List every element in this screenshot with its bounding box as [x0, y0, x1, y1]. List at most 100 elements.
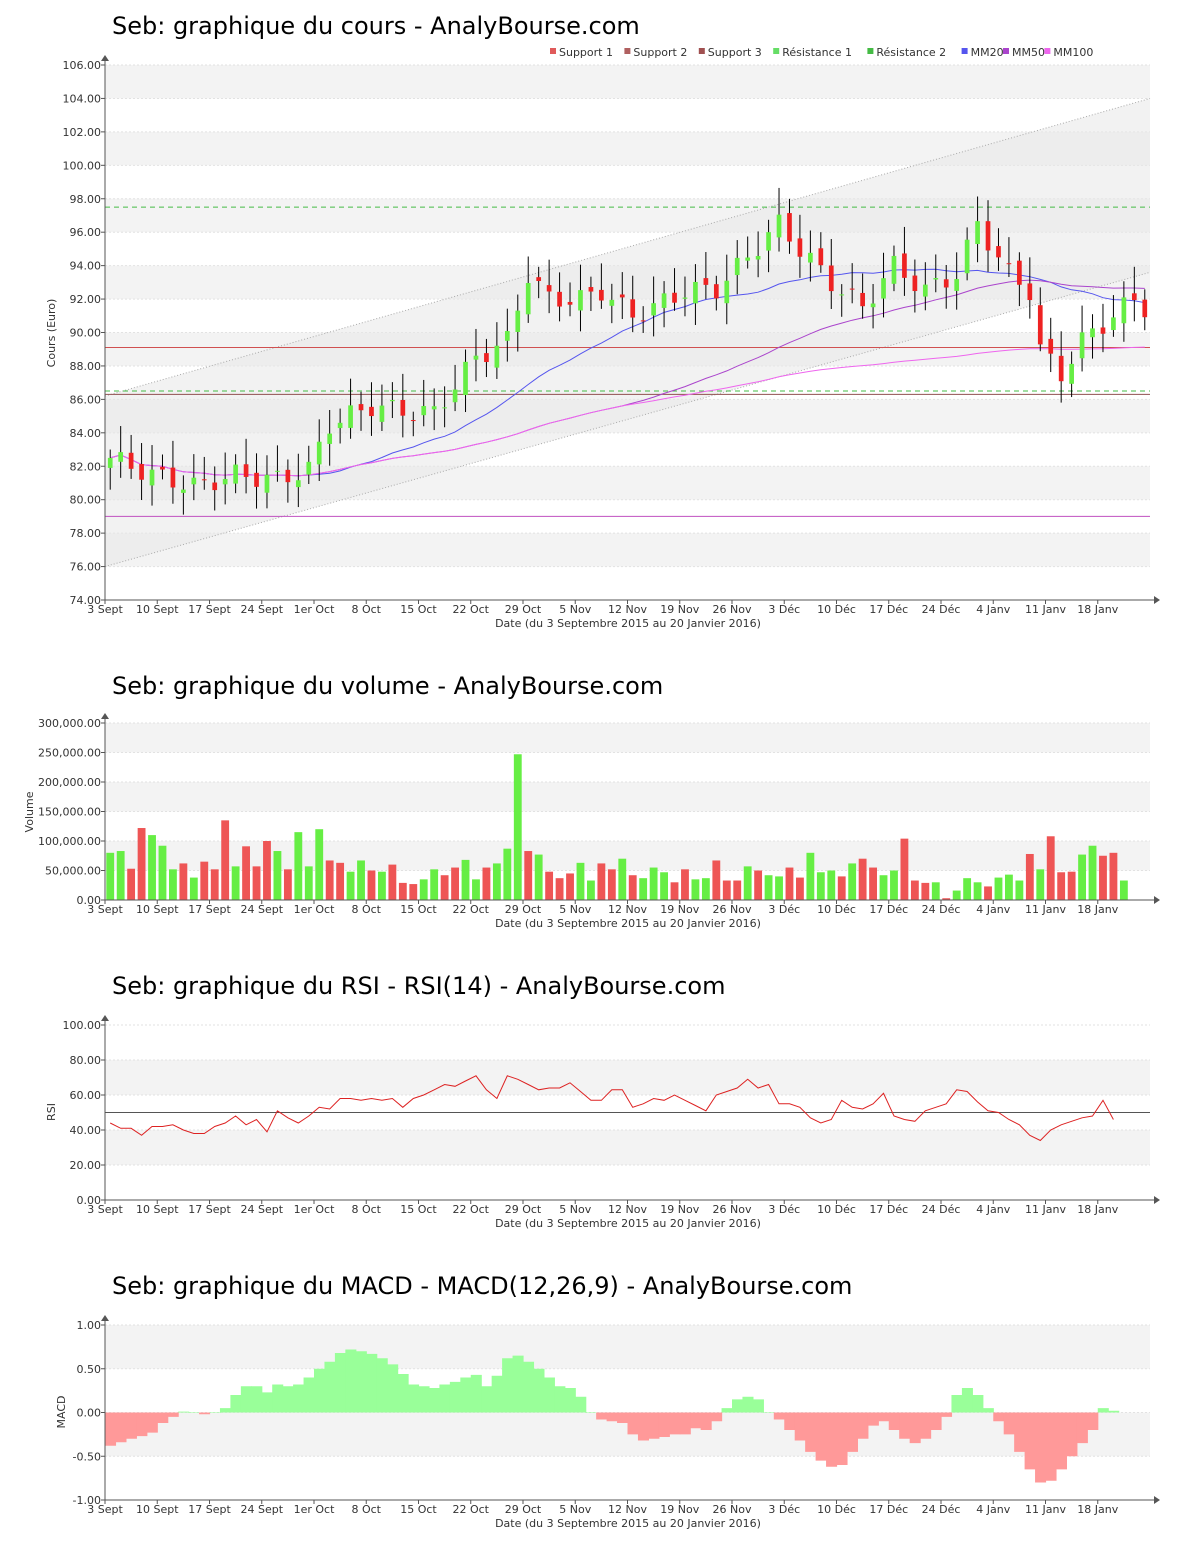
candle-body: [191, 477, 197, 485]
price-chart-ylabel: Cours (Euro): [45, 299, 58, 368]
macd-area-segment: [397, 1374, 409, 1413]
macd-area-segment: [909, 1412, 921, 1444]
volume-bar: [796, 877, 804, 900]
volume-bar: [597, 863, 606, 900]
volume-bar: [210, 869, 219, 900]
macd-area-segment: [1003, 1412, 1015, 1435]
macd-area-segment: [711, 1412, 723, 1422]
candle-body: [160, 466, 165, 470]
candle-body: [734, 257, 740, 276]
macd-area-segment: [387, 1364, 399, 1413]
macd-xtick-label: 1er Oct: [294, 1503, 335, 1516]
volume-xtick-label: 1er Oct: [294, 903, 335, 916]
volume-xtick-label: 24 Déc: [922, 903, 961, 916]
price-ytick-label: 102.00: [63, 126, 102, 139]
candle-body: [452, 389, 458, 403]
price-xtick-label: 19 Nov: [660, 603, 699, 616]
volume-bar: [1057, 872, 1066, 900]
volume-bar: [890, 870, 898, 900]
price-ytick-label: 78.00: [70, 527, 102, 540]
macd-area-segment: [105, 1412, 117, 1446]
volume-bar: [701, 878, 710, 900]
candle-body: [379, 405, 385, 422]
macd-chart: Seb: graphique du MACD - MACD(12,26,9) -…: [55, 1272, 1160, 1530]
macd-xtick-label: 26 Nov: [713, 1503, 752, 1516]
price-xtick-label: 3 Sept: [87, 603, 123, 616]
volume-bar: [670, 882, 679, 900]
volume-ytick-label: 0.00: [77, 894, 102, 907]
legend-swatch: [1003, 48, 1009, 54]
volume-bar: [440, 875, 449, 900]
candle-body: [849, 288, 855, 290]
volume-xtick-label: 5 Nov: [559, 903, 591, 916]
macd-area-segment: [324, 1361, 336, 1413]
volume-xtick-label: 29 Oct: [505, 903, 542, 916]
macd-area-segment: [460, 1377, 472, 1413]
candle-body: [933, 278, 939, 280]
candle-body: [1058, 355, 1064, 382]
legend-swatch: [550, 48, 556, 54]
volume-bar: [283, 869, 292, 900]
volume-bar: [148, 835, 156, 900]
macd-area-segment: [700, 1412, 712, 1430]
candle-body: [390, 399, 395, 402]
legend-label: MM50: [1012, 46, 1045, 59]
macd-ytick-label: 1.00: [77, 1319, 102, 1332]
macd-area-segment: [585, 1412, 597, 1413]
macd-area-segment: [366, 1353, 378, 1413]
legend-swatch: [1044, 48, 1051, 54]
volume-bar: [921, 882, 930, 900]
price-ytick-label: 86.00: [70, 393, 102, 406]
macd-area-segment: [502, 1358, 514, 1413]
macd-chart-ylabel: MACD: [55, 1396, 68, 1429]
price-ytick-label: 88.00: [70, 360, 102, 373]
macd-chart-title: Seb: graphique du MACD - MACD(12,26,9) -…: [112, 1272, 852, 1300]
candle-body: [316, 441, 322, 465]
price-chart-legend: Support 1 Support 2 Support 3 Résistance 1 R…: [550, 46, 1093, 59]
volume-bar: [315, 829, 324, 900]
macd-area-segment: [732, 1399, 744, 1413]
macd-area-segment: [418, 1386, 430, 1413]
rsi-ytick-label: 80.00: [70, 1054, 102, 1067]
candle-body: [1111, 317, 1116, 331]
macd-xtick-label: 29 Oct: [505, 1503, 542, 1516]
candle-body: [212, 482, 218, 491]
price-x-axis-arrow: [1154, 596, 1160, 604]
legend-label: Résistance 2: [876, 46, 946, 59]
legend-swatch: [867, 48, 874, 54]
candle-body: [985, 221, 991, 251]
volume-xtick-label: 3 Sept: [87, 903, 123, 916]
candle-body: [1100, 327, 1106, 334]
volume-bar: [816, 872, 825, 900]
candle-body: [421, 406, 427, 416]
macd-area-segment: [752, 1399, 764, 1413]
rsi-xtick-label: 3 Sept: [87, 1203, 123, 1216]
volume-xtick-label: 17 Sept: [188, 903, 231, 916]
macd-area-segment: [240, 1386, 252, 1413]
volume-bar: [806, 852, 815, 900]
volume-band: [105, 723, 1150, 753]
candle-body: [107, 457, 113, 468]
volume-xtick-label: 26 Nov: [713, 903, 752, 916]
macd-y-axis-arrow: [101, 1315, 109, 1321]
macd-area-segment: [564, 1388, 576, 1413]
macd-area-segment: [345, 1349, 357, 1413]
volume-ytick-label: 300,000.00: [38, 717, 101, 730]
volume-bar: [1119, 880, 1128, 900]
volume-bar: [910, 880, 919, 900]
candle-body: [713, 284, 719, 299]
volume-bar: [1015, 880, 1024, 900]
rsi-xtick-label: 10 Déc: [817, 1203, 856, 1216]
price-chart: Seb: graphique du cours - AnalyBourse.co…: [45, 12, 1160, 630]
candle-body: [682, 297, 688, 299]
price-y-axis-arrow: [101, 55, 109, 61]
macd-area-segment: [188, 1412, 200, 1413]
candle-body: [870, 303, 876, 308]
macd-area-segment: [1108, 1410, 1120, 1413]
candle-body: [484, 353, 489, 363]
macd-area-segment: [1097, 1408, 1109, 1413]
volume-bar: [555, 878, 564, 900]
volume-bar: [388, 864, 397, 900]
volume-ytick-label: 150,000.00: [38, 806, 101, 819]
macd-area-segment: [826, 1412, 838, 1467]
